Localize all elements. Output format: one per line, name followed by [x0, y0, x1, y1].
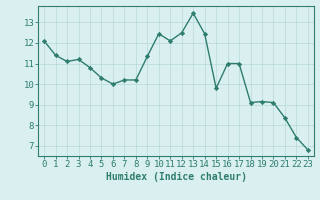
X-axis label: Humidex (Indice chaleur): Humidex (Indice chaleur)	[106, 172, 246, 182]
